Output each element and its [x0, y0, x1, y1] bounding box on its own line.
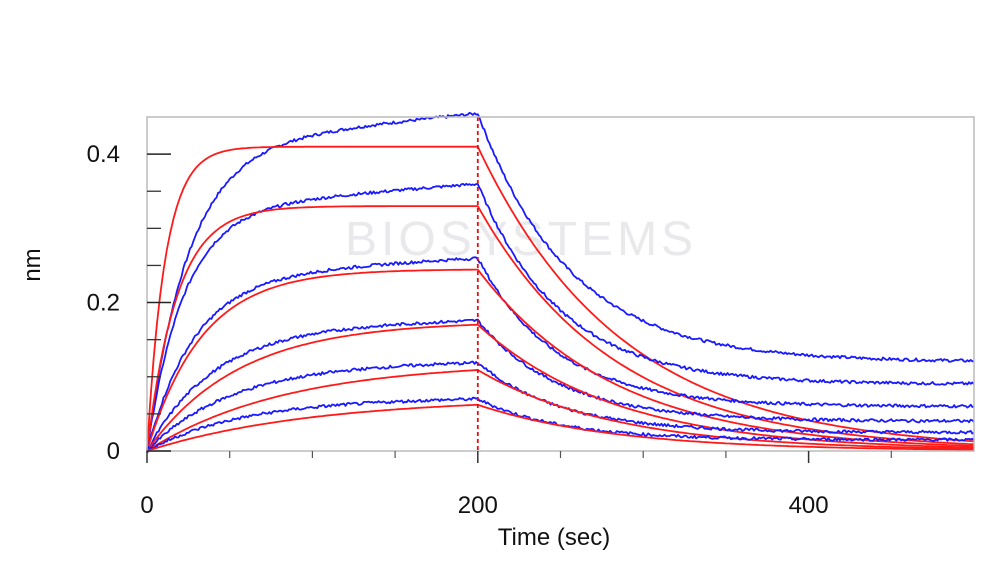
x-tick-label: 200: [458, 492, 498, 519]
x-tick-label: 400: [789, 492, 829, 519]
fit-curve-8: [146, 323, 974, 452]
y-tick-label: 0.4: [87, 141, 120, 168]
x-axis-title: Time (sec): [498, 524, 610, 551]
measured-curve-1: [146, 111, 975, 452]
fit-curve-6: [146, 268, 975, 452]
y-axis-title: nm: [19, 248, 46, 281]
axis-ticks: 0 200 400 0 0.2 0.4: [87, 141, 892, 519]
fit-curve-10: [146, 369, 975, 452]
watermark-text: BIOSYSTEMS: [345, 213, 697, 266]
y-tick-label: 0.2: [87, 290, 120, 317]
y-tick-label: 0: [107, 438, 120, 465]
measured-curve-3: [146, 182, 975, 452]
x-tick-label: 0: [140, 492, 153, 519]
measured-curve-7: [146, 318, 975, 452]
fit-curve-2: [146, 145, 975, 452]
fit-curve-12: [146, 403, 974, 452]
plot-area: [146, 111, 975, 454]
measured-curve-5: [146, 256, 975, 451]
